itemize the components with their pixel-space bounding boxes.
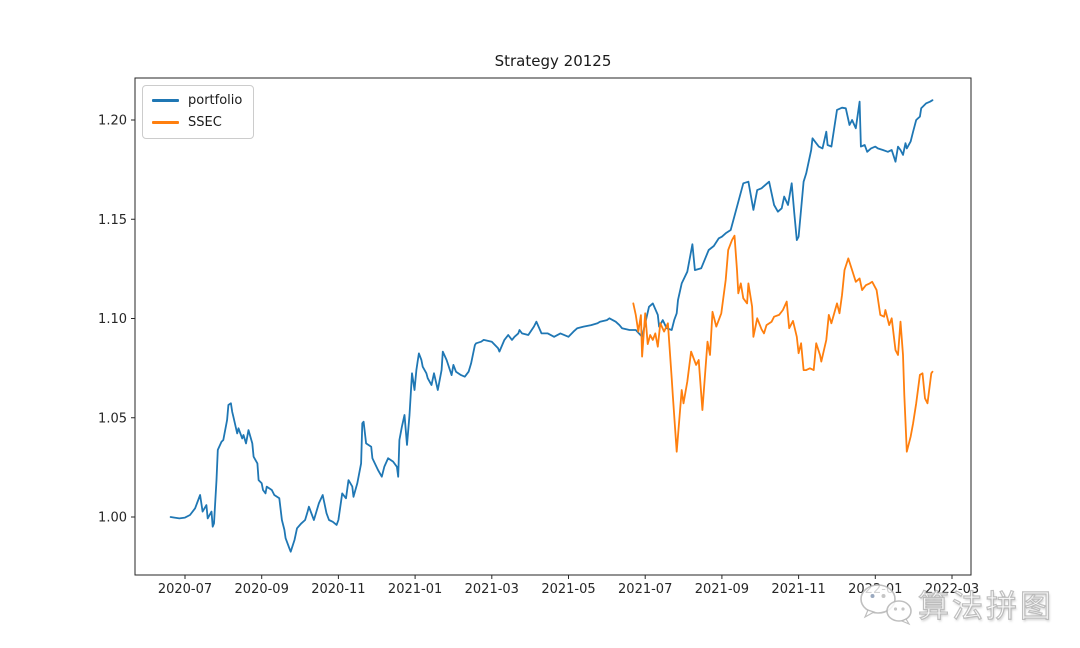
legend-label-ssec: SSEC <box>188 115 222 130</box>
x-tick-label: 2020-11 <box>311 582 365 597</box>
legend-item-ssec: SSEC <box>152 114 242 131</box>
axes-border <box>134 77 972 576</box>
y-tick-label: 1.00 <box>98 511 127 526</box>
x-tick-label: 2022-03 <box>925 582 979 597</box>
x-tick-label: 2020-09 <box>235 582 289 597</box>
portfolio-line-swatch <box>152 99 179 102</box>
portfolio-line <box>169 99 934 553</box>
y-tick-label: 1.20 <box>98 114 127 129</box>
ssec-line-swatch <box>152 121 179 124</box>
ssec-line <box>632 234 934 453</box>
x-tick-label: 2021-09 <box>695 582 749 597</box>
x-tick-label: 2021-07 <box>618 582 672 597</box>
y-tick-label: 1.15 <box>98 213 127 228</box>
x-tick-label: 2020-07 <box>158 582 212 597</box>
x-tick-label: 2022-01 <box>848 582 902 597</box>
x-tick-label: 2021-03 <box>465 582 519 597</box>
y-tick-label: 1.10 <box>98 312 127 327</box>
x-tick-label: 2021-11 <box>771 582 825 597</box>
x-tick-label: 2021-05 <box>541 582 595 597</box>
legend-item-portfolio: portfolio <box>152 92 242 109</box>
legend-label-portfolio: portfolio <box>188 93 243 108</box>
x-tick-label: 2021-01 <box>388 582 442 597</box>
chart-title: Strategy 20125 <box>494 52 612 70</box>
legend: portfolio SSEC <box>142 85 255 139</box>
y-tick-label: 1.05 <box>98 411 127 426</box>
